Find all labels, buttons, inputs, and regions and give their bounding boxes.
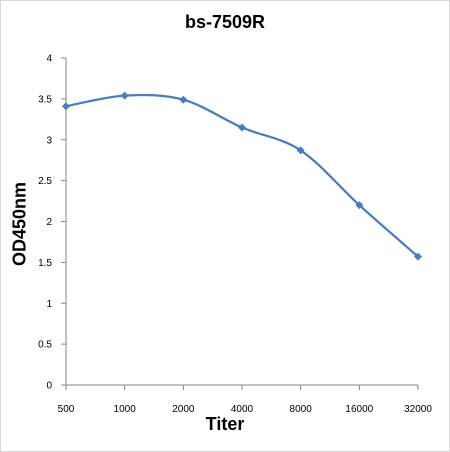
y-tick-label: 4	[46, 54, 52, 65]
data-point-marker	[62, 102, 70, 111]
x-tick-labels: 500 1000 2000 4000 8000 16000 32000	[58, 404, 433, 415]
y-tick-label: 0.5	[38, 340, 52, 351]
y-tick-label: 1	[46, 299, 52, 310]
y-tick-label: 3	[46, 135, 52, 146]
y-tick-labels: 0 0.5 1 1.5 2 2.5 3 3.5 4	[38, 54, 52, 392]
x-tick-label: 16000	[345, 404, 373, 415]
data-point-marker	[238, 123, 246, 132]
x-tick-label: 8000	[290, 404, 313, 415]
y-tick-label: 0	[46, 381, 52, 392]
x-tick-label: 4000	[231, 404, 254, 415]
data-point-marker	[355, 201, 364, 210]
x-tick-label: 1000	[114, 404, 137, 415]
data-point-marker	[296, 146, 305, 155]
y-tick-label: 1.5	[38, 258, 52, 269]
data-point-marker	[414, 252, 422, 261]
series-line	[65, 93, 419, 258]
y-tick-label: 2	[46, 217, 52, 228]
y-tick-label: 2.5	[38, 176, 52, 187]
x-tick-label: 32000	[404, 404, 432, 415]
chart-title: bs-7509R	[184, 12, 266, 32]
data-point-marker	[179, 95, 188, 104]
series-markers	[62, 91, 422, 261]
x-axis-label: Titer	[205, 414, 245, 434]
x-tick-label: 2000	[172, 404, 195, 415]
y-tick-label: 3.5	[38, 94, 52, 105]
x-tick-label: 500	[58, 404, 75, 415]
axes	[61, 57, 419, 390]
data-point-marker	[120, 91, 129, 100]
